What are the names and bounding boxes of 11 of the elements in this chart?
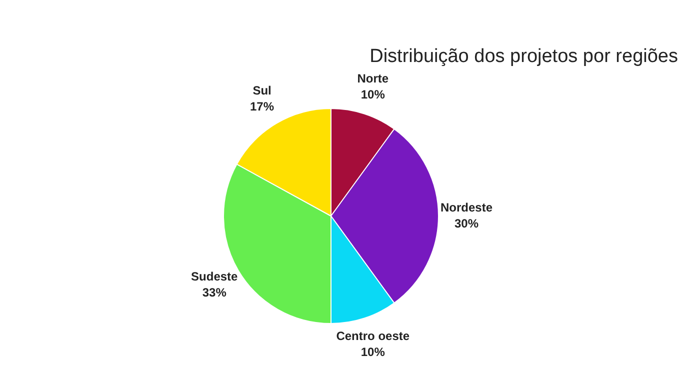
data-label: 10% xyxy=(360,345,386,360)
data-label: 33% xyxy=(202,285,227,300)
slice-label: Sul xyxy=(252,84,272,98)
slice-label: Nordeste xyxy=(440,200,493,214)
chart-title: Distribuição dos projetos por regiões xyxy=(368,46,678,68)
slice-label: Norte xyxy=(357,71,389,86)
slice-label: Sudeste xyxy=(191,269,238,284)
data-label: 10% xyxy=(360,87,386,102)
slice-label: Centro oeste xyxy=(336,329,410,344)
data-label: 17% xyxy=(250,100,274,114)
data-label: 30% xyxy=(454,216,479,230)
